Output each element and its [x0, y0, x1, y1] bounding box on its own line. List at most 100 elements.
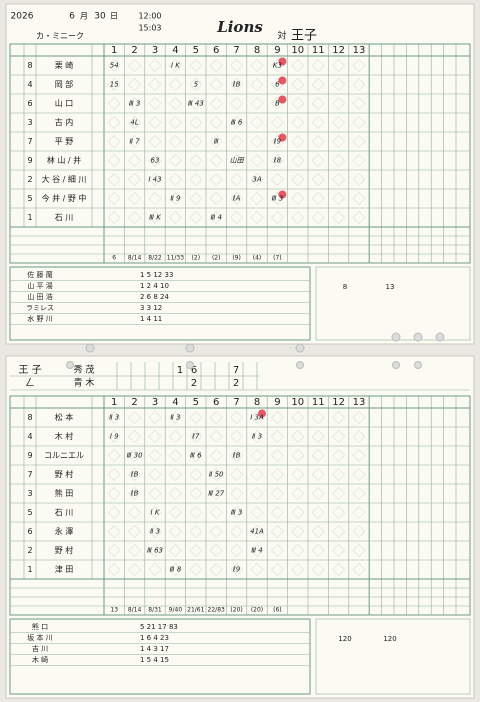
notes-table: [315, 618, 471, 695]
diamond: [311, 192, 325, 205]
diamond: [209, 430, 223, 443]
diamond: [291, 78, 305, 91]
player-name: 石 川: [55, 508, 74, 517]
start-time: 12:00: [138, 12, 161, 21]
position: 7: [27, 137, 32, 146]
pitch-count: (20): [251, 607, 263, 614]
diamond: [332, 430, 346, 443]
player-name: 栗 崎: [55, 60, 74, 70]
position: 1: [27, 565, 32, 574]
diamond: [209, 116, 223, 129]
player-name: 松 本: [55, 412, 74, 422]
diamond: [332, 154, 346, 167]
play-mark: Ⅲ 30: [127, 452, 144, 460]
diamond: [291, 430, 305, 443]
diamond: [250, 430, 264, 443]
run-scored: [278, 95, 287, 104]
diamond: [291, 563, 305, 576]
player-name: 木 村: [55, 431, 74, 441]
play-mark: Ⅲ 3: [231, 509, 243, 517]
frame: [9, 43, 471, 264]
binder-hole: [414, 361, 422, 369]
play-mark: 5: [194, 81, 199, 89]
diamond: [332, 487, 346, 500]
diamond: [250, 563, 264, 576]
diamond: [352, 135, 366, 148]
run-scored: [278, 133, 287, 142]
diamond: [168, 563, 182, 576]
diamond: [332, 525, 346, 538]
diamond: [291, 525, 305, 538]
pitcher-line: 1 2 4 10: [140, 282, 169, 290]
diamond: [148, 468, 162, 481]
diamond: [128, 525, 142, 538]
diamond: [270, 449, 284, 462]
diamond: [352, 430, 366, 443]
inning-number: 6: [213, 397, 219, 408]
diamond: [209, 211, 223, 224]
binder-hole: [392, 361, 400, 369]
inning-number: 7: [233, 397, 239, 408]
play-mark: ℓ7: [191, 433, 200, 441]
pitch-count: (6): [273, 607, 282, 614]
diamond: [189, 173, 203, 186]
diamond: [352, 487, 366, 500]
position: 4: [27, 432, 32, 441]
play-mark: Ⅲ 4: [210, 214, 222, 222]
play-mark: I 43: [148, 176, 161, 184]
month: 6: [69, 12, 75, 22]
linescore-team: 王 子: [18, 364, 41, 376]
diamond: [230, 525, 244, 538]
diamond: [189, 468, 203, 481]
diamond: [168, 506, 182, 519]
note: 120: [338, 635, 351, 643]
diamond: [107, 59, 121, 72]
diamond: [291, 192, 305, 205]
play-mark: ℓ9: [232, 566, 241, 574]
play-mark: Ⅱ 3: [252, 433, 262, 441]
diamond: [107, 192, 121, 205]
run-scored: [278, 76, 287, 85]
play-mark: Ⅲ 4: [251, 547, 263, 555]
diamond: [352, 544, 366, 557]
diamond: [189, 563, 203, 576]
diamond: [107, 563, 121, 576]
inning-number: 11: [312, 45, 325, 56]
inning-runs: 6: [191, 365, 197, 376]
diamond: [148, 211, 162, 224]
player-name: 今 井 / 野 中: [42, 193, 87, 203]
diamond: [311, 506, 325, 519]
play-mark: Ⅱ 3: [170, 414, 180, 422]
player-name: 林 山 / 井: [47, 155, 81, 165]
pitcher-table: [9, 266, 311, 341]
diamond: [209, 411, 223, 424]
diamond: [230, 211, 244, 224]
play-mark: B: [275, 100, 280, 108]
diamond: [209, 544, 223, 557]
position: 9: [27, 156, 32, 165]
inning-number: 7: [233, 45, 239, 56]
player-name: 山 口: [55, 98, 74, 108]
diamond: [291, 154, 305, 167]
play-mark: K3: [273, 62, 282, 70]
diamond: [352, 411, 366, 424]
diamond: [352, 449, 366, 462]
diamond: [189, 506, 203, 519]
play-mark: ℓA: [232, 195, 241, 203]
diamond: [311, 97, 325, 110]
diamond: [168, 430, 182, 443]
diamond: [209, 449, 223, 462]
diamond: [311, 430, 325, 443]
pitcher-name: 山 田 浩: [27, 292, 52, 301]
diamond: [189, 154, 203, 167]
position: 8: [27, 61, 32, 70]
diamond: [168, 411, 182, 424]
diamond: [311, 59, 325, 72]
pitcher-name: 熊 口: [32, 622, 48, 631]
diamond: [168, 192, 182, 205]
diamond: [168, 173, 182, 186]
diamond: [291, 411, 305, 424]
play-mark: Ⅱ 50: [209, 471, 224, 479]
position: 2: [27, 175, 32, 184]
